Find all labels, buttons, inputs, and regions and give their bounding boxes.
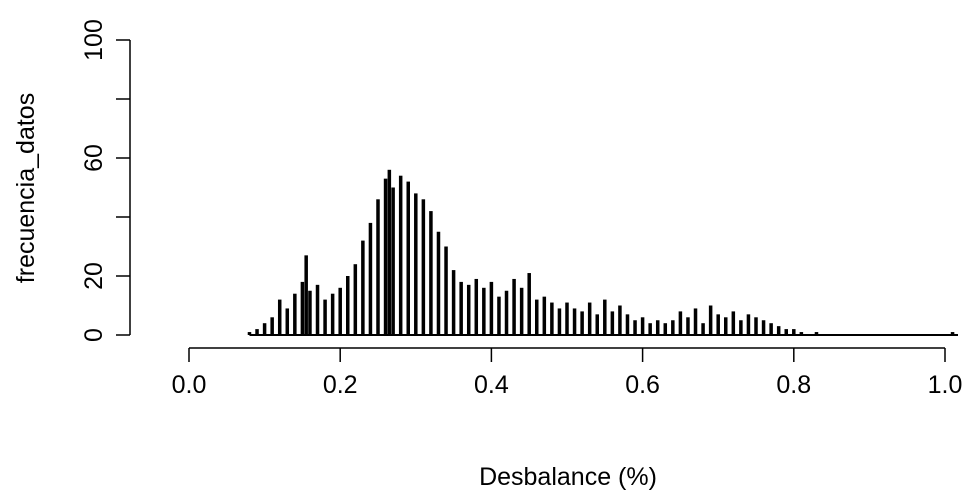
histogram-bar [451,270,456,335]
histogram-bar [693,308,698,335]
histogram-bar [519,287,524,335]
histogram-bar [323,299,327,335]
histogram-bar [383,178,388,335]
histogram-bar [678,311,683,335]
histogram-bar [406,181,410,335]
y-axis: 0 20 60 100 [80,19,131,342]
histogram-bar [474,278,479,335]
histogram-bar [376,199,380,335]
histogram-bar [640,317,645,335]
x-axis: 0.0 0.2 0.4 0.6 0.8 1.0 [172,347,963,399]
histogram-bar [557,308,562,335]
histogram-bar [625,314,630,335]
x-tick-label: 0.6 [625,371,660,399]
x-tick-label: 0.0 [172,371,207,399]
histogram-bar [504,290,509,335]
histogram-bar [414,193,418,335]
histogram-bar [338,287,342,335]
histogram-bar [262,323,267,335]
histogram-bar [648,323,652,335]
histogram-bar [535,299,539,335]
y-tick-label: 0 [80,328,108,342]
histogram-bar [353,264,358,335]
histogram-bar [497,296,501,335]
histogram-bar [731,311,736,335]
histogram-bar [603,299,607,335]
histogram-bar [482,287,486,335]
histogram-bar [270,317,274,335]
histogram-bar [330,293,335,335]
histogram-bar [610,311,615,335]
histogram-bar [814,332,819,335]
histogram-bar [580,311,584,335]
histogram-bar [489,281,494,335]
histogram-bar [255,329,259,335]
histogram-bar [300,281,305,335]
histogram-bar [618,305,622,335]
histogram-bar [315,284,320,335]
histogram-bar [466,284,471,335]
histogram-bar [429,211,433,335]
x-axis-label: Desbalance (%) [479,463,657,491]
histogram-bar [784,329,788,335]
histogram-bar [776,326,781,335]
histogram-bar [655,320,660,335]
histogram-bar [746,314,751,335]
histogram-bar [421,199,426,335]
histogram-bar [361,240,365,335]
histogram-bar [459,281,463,335]
histogram-bar [550,302,554,335]
histogram-bar [285,308,290,335]
histogram-bar [686,317,690,335]
histogram-bar [542,296,547,335]
histogram-bar [346,276,350,335]
histogram-bar [724,317,728,335]
histogram-bar [527,273,531,335]
histogram-bar [716,314,720,335]
histogram-bar [512,278,516,335]
histogram-bar [701,323,705,335]
histogram-bar [387,169,392,335]
histogram-bar [739,320,743,335]
histogram-bar [587,302,592,335]
histogram-bar [950,332,955,335]
x-tick-label: 0.8 [776,371,811,399]
histogram-bar [761,320,766,335]
histogram-bar [277,299,282,335]
x-tick-label: 1.0 [928,371,963,399]
histogram-bar [754,317,758,335]
histogram-bar [436,231,441,335]
histogram-bar [663,323,668,335]
y-tick-label: 20 [80,262,108,290]
histogram-bar [247,332,252,335]
histogram-bar [293,293,297,335]
histogram-bar [444,246,448,335]
histogram-bar [671,320,675,335]
histogram-bar [308,290,312,335]
histogram-bar [368,222,373,335]
y-tick-label: 100 [80,19,108,61]
bars [247,169,955,335]
histogram-bar [633,320,637,335]
x-tick-label: 0.4 [474,371,509,399]
histogram-bar [398,175,403,335]
histogram-bar [708,305,713,335]
histogram-bar [769,323,773,335]
y-tick-label: 60 [80,144,108,172]
histogram-bar [565,302,569,335]
x-tick-label: 0.2 [323,371,358,399]
histogram-bar [792,329,796,335]
histogram-bar [799,332,804,335]
histogram-bar [391,187,395,335]
histogram-bar [572,308,577,335]
y-axis-label: frecuencia_datos [12,93,40,283]
histogram-bar [304,255,308,335]
histogram-bar [595,314,599,335]
